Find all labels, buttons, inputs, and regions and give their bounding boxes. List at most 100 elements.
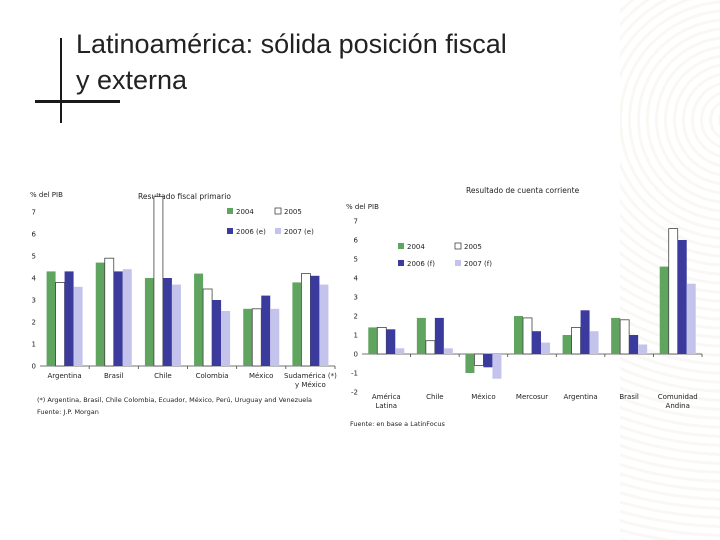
c2-bar-2007-f--2 bbox=[492, 354, 502, 379]
c1-legend-label-2: 2006 (e) bbox=[236, 228, 266, 236]
c2-legend-label-2: 2006 (f) bbox=[407, 260, 435, 268]
c2-category-label: Brasil bbox=[619, 393, 639, 401]
c2-bar-2007-f--4 bbox=[589, 331, 599, 354]
c2-ytick-label: 4 bbox=[354, 275, 359, 283]
c1-bar-2006-e--4 bbox=[261, 295, 271, 366]
c2-legend-label-1: 2005 bbox=[464, 243, 482, 251]
c1-bar-2004-3 bbox=[194, 273, 204, 366]
c1-category-label: México bbox=[249, 372, 273, 380]
c1-ytick-label: 0 bbox=[32, 363, 36, 371]
slide-title-line-2: y externa bbox=[76, 65, 188, 95]
c2-bar-2004-0 bbox=[368, 327, 378, 354]
c1-legend-swatch-1 bbox=[274, 207, 282, 215]
chart1-footnote: (*) Argentina, Brasil, Chile Colombia, E… bbox=[37, 396, 312, 404]
c2-bar-2004-4 bbox=[562, 335, 572, 354]
c2-ytick-label: 0 bbox=[354, 351, 358, 359]
c2-category-label: México bbox=[471, 393, 495, 401]
c1-bar-2005-5 bbox=[301, 273, 311, 367]
c2-bar-2005-4 bbox=[571, 326, 581, 355]
c1-ytick-label: 1 bbox=[32, 341, 36, 349]
c1-bar-2007-e--4 bbox=[270, 308, 280, 366]
c1-ytick-label: 3 bbox=[32, 297, 36, 305]
c2-category-label: Andina bbox=[666, 402, 690, 410]
chart1-ylabel: % del PIB bbox=[30, 191, 63, 199]
c1-bar-2007-e--3 bbox=[221, 311, 231, 366]
c2-ytick-label: 1 bbox=[354, 332, 358, 340]
c1-legend-swatch-3 bbox=[275, 228, 281, 234]
c2-bar-2006-f--2 bbox=[483, 354, 493, 368]
c2-bar-2007-f--3 bbox=[541, 342, 550, 354]
c1-bar-2005-4 bbox=[251, 308, 262, 367]
c1-category-label: Colombia bbox=[196, 372, 229, 380]
c2-ytick-label: 6 bbox=[354, 237, 359, 245]
c1-bar-2005-2 bbox=[153, 196, 164, 367]
c2-category-label: América bbox=[372, 393, 401, 401]
slide-title: Latinoamérica: sólida posición fiscal y … bbox=[76, 26, 507, 98]
c2-bar-2007-f--0 bbox=[395, 348, 405, 354]
c2-bar-2005-6 bbox=[668, 228, 679, 355]
c1-ytick-label: 5 bbox=[32, 253, 36, 261]
c2-bar-2005-0 bbox=[376, 326, 387, 355]
c1-bar-2005-1 bbox=[104, 257, 115, 367]
c2-legend-label-0: 2004 bbox=[407, 243, 425, 251]
c2-bar-2006-f--1 bbox=[434, 317, 444, 354]
c2-ytick-label: 3 bbox=[354, 294, 358, 302]
chart2-title: Resultado de cuenta corriente bbox=[466, 186, 580, 195]
c1-legend-label-0: 2004 bbox=[236, 208, 254, 216]
c1-ytick-label: 2 bbox=[32, 319, 36, 327]
c2-bar-2004-6 bbox=[659, 266, 669, 354]
c1-bar-2007-e--1 bbox=[122, 269, 132, 366]
c2-category-label: Comunidad bbox=[658, 393, 698, 401]
c1-bar-2005-3 bbox=[202, 288, 213, 367]
c2-bar-2005-2 bbox=[474, 353, 484, 366]
decorative-vertical-rule bbox=[60, 38, 62, 123]
chart2-ylabel: % del PIB bbox=[346, 203, 379, 211]
chart1-source: Fuente: J.P. Morgan bbox=[37, 408, 99, 416]
c2-bar-2006-f--3 bbox=[532, 331, 541, 354]
c1-legend-label-1: 2005 bbox=[284, 208, 302, 216]
c2-legend-label-3: 2007 (f) bbox=[464, 260, 492, 268]
c1-bar-2004-1 bbox=[95, 262, 105, 366]
c2-category-label: Argentina bbox=[563, 393, 597, 401]
c2-bar-2007-f--5 bbox=[638, 344, 648, 354]
c1-category-label: Argentina bbox=[48, 372, 82, 380]
c2-legend-swatch-2 bbox=[398, 260, 404, 266]
c2-bar-2007-f--6 bbox=[686, 283, 696, 354]
c1-category-label: Brasil bbox=[104, 372, 124, 380]
c2-category-label: Latina bbox=[375, 402, 397, 410]
c2-bar-2004-1 bbox=[416, 317, 426, 354]
c1-bar-2007-e--5 bbox=[319, 284, 329, 366]
c1-legend-swatch-2 bbox=[227, 228, 233, 234]
c1-category-label: y México bbox=[295, 381, 326, 389]
c2-legend-swatch-3 bbox=[455, 260, 461, 266]
c1-category-label: Chile bbox=[154, 372, 172, 380]
chart1-title: Resultado fiscal primario bbox=[138, 192, 231, 201]
c1-bar-2006-e--3 bbox=[212, 300, 222, 366]
c1-bar-2006-e--5 bbox=[310, 275, 320, 366]
c1-legend-label-3: 2007 (e) bbox=[284, 228, 314, 236]
c2-bar-2007-f--1 bbox=[443, 348, 453, 354]
c2-category-label: Chile bbox=[426, 393, 444, 401]
c2-bar-2005-1 bbox=[425, 340, 436, 355]
c1-bar-2006-e--1 bbox=[113, 271, 123, 366]
decorative-horizontal-rule bbox=[35, 100, 120, 103]
c2-bar-2004-3 bbox=[514, 316, 523, 354]
chart2-source: Fuente: en base a LatinFocus bbox=[350, 420, 445, 428]
c2-category-label: Mercosur bbox=[516, 393, 548, 401]
chart-fiscal-primary-balance: % del PIB Resultado fiscal primario (*) … bbox=[30, 191, 337, 416]
c1-bar-2004-0 bbox=[46, 271, 56, 366]
c2-bar-2006-f--5 bbox=[629, 335, 639, 354]
c1-bar-2007-e--2 bbox=[171, 284, 181, 366]
c2-bar-2006-f--6 bbox=[677, 240, 687, 354]
c2-legend-swatch-0 bbox=[398, 243, 404, 249]
c2-ytick-label: 2 bbox=[354, 313, 358, 321]
c1-bar-2007-e--0 bbox=[73, 286, 83, 366]
c2-ytick-label: 5 bbox=[354, 256, 358, 264]
c2-bar-2006-f--0 bbox=[386, 329, 396, 354]
c2-bar-2005-3 bbox=[522, 317, 533, 355]
c2-bar-2004-5 bbox=[611, 317, 621, 354]
c2-ytick-label: -2 bbox=[351, 389, 358, 397]
c1-bar-2006-e--2 bbox=[162, 278, 172, 366]
c1-ytick-label: 7 bbox=[32, 209, 36, 217]
c2-ytick-label: -1 bbox=[351, 370, 358, 378]
